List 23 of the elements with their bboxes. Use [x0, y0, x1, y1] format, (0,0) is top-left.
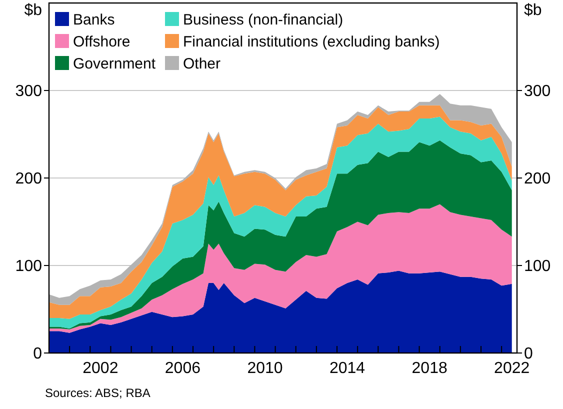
y2-tick-label: 300	[524, 83, 551, 100]
legend-label: Business (non-financial)	[183, 11, 344, 28]
legend-label: Banks	[73, 11, 115, 28]
legend-label: Financial institutions (excluding banks)	[183, 33, 440, 50]
x-tick-label: 2018	[412, 360, 448, 377]
legend-label: Other	[183, 55, 221, 72]
x-tick-label: 2014	[329, 360, 366, 377]
y-tick-label: 200	[15, 170, 42, 188]
x-tick-label: 2002	[82, 360, 118, 377]
y2-tick-label: 100	[524, 258, 551, 276]
y-tick-label: 100	[15, 258, 42, 276]
y-tick-label: 300	[15, 83, 42, 100]
source-note: Sources: ABS; RBA	[45, 386, 150, 400]
y-axis-title: $b	[24, 2, 42, 19]
x-tick-label: 2022	[494, 360, 530, 377]
y2-axis-title: $b	[524, 2, 542, 19]
legend-label: Offshore	[73, 33, 130, 50]
y-tick-label: 0	[33, 346, 42, 363]
x-tick-label: 2006	[164, 360, 201, 377]
legend-label: Government	[73, 55, 156, 72]
y2-tick-label: 0	[524, 346, 533, 363]
x-tick-label: 2010	[247, 360, 283, 377]
y2-tick-label: 200	[524, 170, 551, 188]
